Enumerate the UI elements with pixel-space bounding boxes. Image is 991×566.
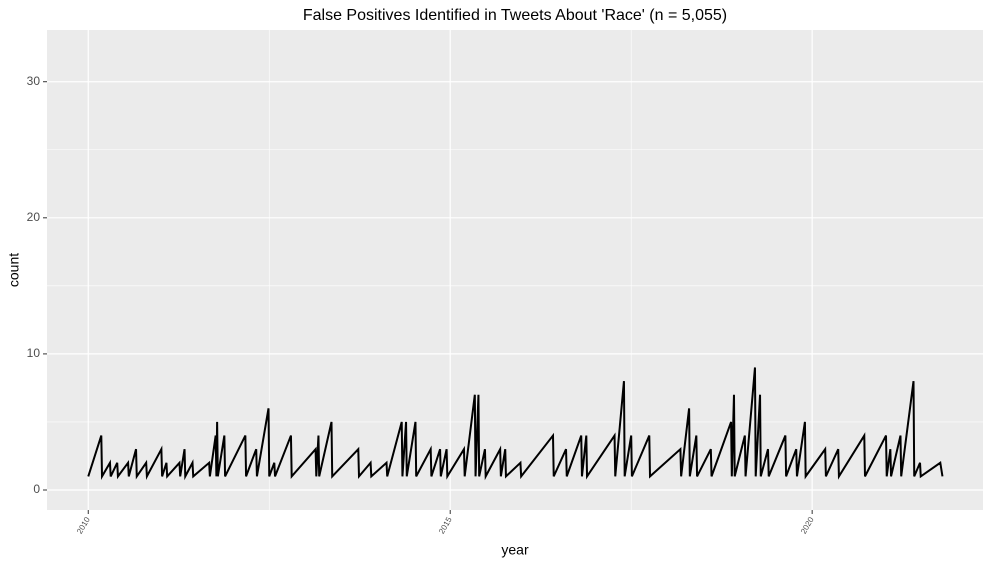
x-tick-label: 2015 (437, 515, 454, 535)
y-tick-label: 10 (27, 346, 41, 360)
panel (47, 30, 983, 510)
line (87, 367, 944, 481)
x-tick-label: 2010 (75, 515, 92, 535)
y-tick-label: 0 (33, 482, 40, 496)
y-tick-label: 20 (27, 210, 41, 224)
x-axis-label: year (501, 542, 529, 558)
x-tick-label: 2020 (799, 515, 816, 535)
chart-title: False Positives Identified in Tweets Abo… (303, 7, 727, 24)
y-tick-label: 30 (27, 74, 41, 88)
y-axis-label: count (6, 253, 22, 287)
